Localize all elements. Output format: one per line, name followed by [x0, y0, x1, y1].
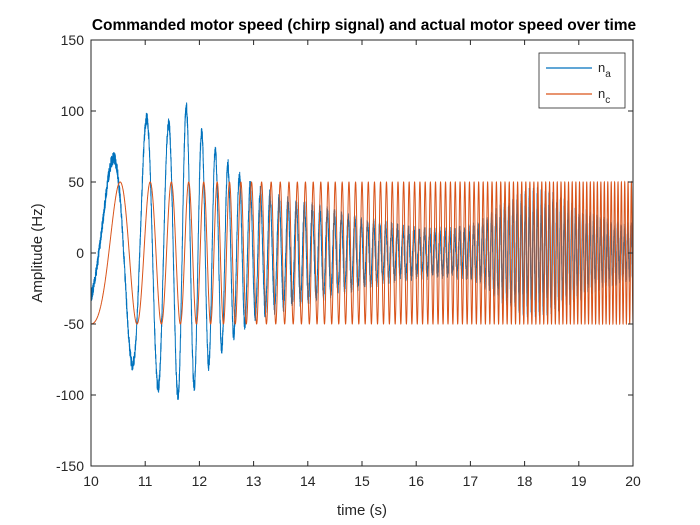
x-tick-label: 12	[192, 473, 208, 489]
y-tick-label: -100	[56, 387, 84, 403]
x-tick-label: 14	[300, 473, 316, 489]
legend-subscript: c	[605, 95, 610, 106]
x-axis-label: time (s)	[337, 502, 387, 519]
legend-box	[538, 52, 626, 109]
y-tick-label: -150	[56, 458, 84, 474]
x-tick-label: 18	[517, 473, 533, 489]
y-tick-label: 100	[61, 103, 85, 119]
x-tick-label: 11	[138, 473, 153, 489]
series-line-nc	[91, 180, 633, 326]
y-tick-label: 50	[68, 174, 84, 190]
y-tick-label: -50	[64, 316, 84, 332]
plot-area: 10 11 12 13 14 15 16 17 18 19 20 -150 -100 -50 0 50 100 1…	[56, 32, 641, 489]
x-tick-label: 15	[354, 473, 370, 489]
x-tick-label: 10	[83, 473, 99, 489]
x-tick-label: 16	[408, 473, 424, 489]
y-tick-label: 150	[61, 32, 85, 48]
chart-title: Commanded motor speed (chirp signal) and…	[92, 17, 637, 34]
x-tick-label: 13	[246, 473, 262, 489]
x-tick-label: 20	[625, 473, 641, 489]
x-tick-label: 17	[463, 473, 479, 489]
legend-subscript: a	[605, 69, 611, 80]
x-tick-label: 19	[571, 473, 587, 489]
y-tick-label: 0	[76, 245, 84, 261]
y-axis-label: Amplitude (Hz)	[29, 203, 46, 302]
